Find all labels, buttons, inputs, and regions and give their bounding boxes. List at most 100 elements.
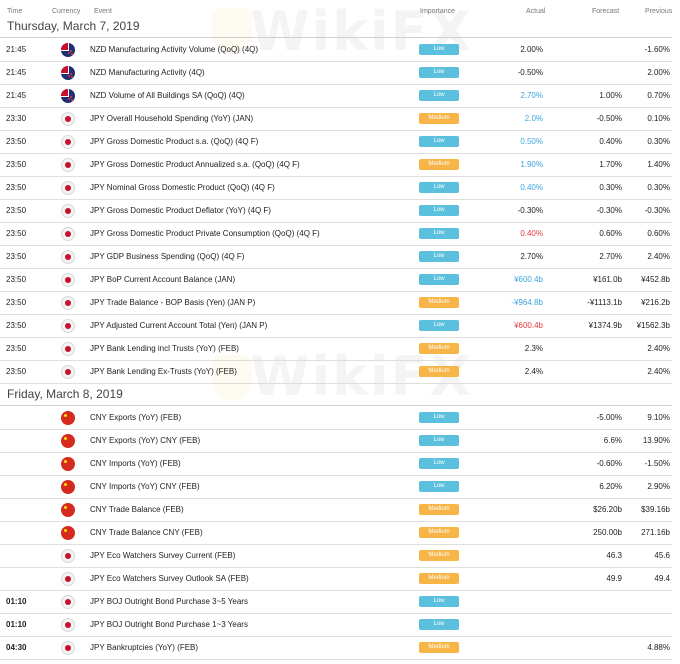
event-name[interactable]: NZD Manufacturing Activity Volume (QoQ) … [90, 45, 259, 54]
japan-flag-icon [61, 112, 75, 126]
importance-badge: Medium [419, 366, 459, 377]
col-header-currency[interactable]: Currency [52, 8, 81, 15]
table-row[interactable]: CNY Exports (YoY) (FEB) Low -5.00% 9.10% [0, 407, 672, 430]
table-row[interactable]: 23:50 JPY Gross Domestic Product Annualiz… [0, 154, 672, 177]
event-name[interactable]: JPY BOJ Outright Bond Purchase 1~3 Years [90, 620, 248, 629]
new-zealand-flag-icon [61, 43, 75, 57]
forecast-value: -0.30% [596, 206, 622, 215]
event-name[interactable]: JPY Bank Lending Ex-Trusts (YoY) (FEB) [90, 367, 237, 376]
event-time: 21:45 [6, 68, 27, 77]
importance-badge: Medium [419, 642, 459, 653]
previous-value: 45.6 [654, 551, 670, 560]
forecast-value: ¥161.0b [593, 275, 622, 284]
japan-flag-icon [61, 227, 75, 241]
col-header-event[interactable]: Event [94, 8, 112, 15]
event-name[interactable]: JPY Nominal Gross Domestic Product (QoQ)… [90, 183, 275, 192]
previous-value: 0.30% [647, 183, 670, 192]
importance-badge: Low [419, 90, 459, 101]
event-name[interactable]: JPY Gross Domestic Product Annualized s.… [90, 160, 300, 169]
forecast-value: 0.40% [599, 137, 622, 146]
importance-badge: Low [419, 274, 459, 285]
table-row[interactable]: CNY Trade Balance (FEB) Medium $26.20b $39.… [0, 499, 672, 522]
table-row[interactable]: 04:30 JPY Bankruptcies (YoY) (FEB) Medium 4… [0, 637, 672, 660]
table-row[interactable]: 23:50 JPY Gross Domestic Product s.a. (Qo… [0, 131, 672, 154]
table-row[interactable]: 21:45 NZD Manufacturing Activity Volume (… [0, 39, 672, 62]
table-row[interactable]: 23:50 JPY Trade Balance - BOP Basis (Yen)… [0, 292, 672, 315]
table-row[interactable]: 01:10 JPY BOJ Outright Bond Purchase 1~3 … [0, 614, 672, 637]
event-name[interactable]: JPY Eco Watchers Survey Outlook SA (FEB) [90, 574, 249, 583]
previous-value: 0.60% [647, 229, 670, 238]
event-name[interactable]: JPY Gross Domestic Product Private Consu… [90, 229, 320, 238]
event-time: 23:50 [6, 298, 27, 307]
table-row[interactable]: JPY Eco Watchers Survey Current (FEB) Med… [0, 545, 672, 568]
event-name[interactable]: CNY Trade Balance CNY (FEB) [90, 528, 203, 537]
previous-value: 2.90% [647, 482, 670, 491]
table-row[interactable]: 21:45 NZD Volume of All Buildings SA (QoQ… [0, 85, 672, 108]
forecast-value: 250.00b [593, 528, 622, 537]
table-row[interactable]: CNY Trade Balance CNY (FEB) Medium 250.00b… [0, 522, 672, 545]
table-row[interactable]: 23:50 JPY Adjusted Current Account Total … [0, 315, 672, 338]
event-name[interactable]: JPY Eco Watchers Survey Current (FEB) [90, 551, 236, 560]
day-title: Thursday, March 7, 2019 [7, 19, 140, 33]
japan-flag-icon [61, 342, 75, 356]
event-name[interactable]: JPY BOJ Outright Bond Purchase 3~5 Years [90, 597, 248, 606]
table-row[interactable]: 23:50 JPY GDP Business Spending (QoQ) (4Q… [0, 246, 672, 269]
event-name[interactable]: NZD Manufacturing Activity (4Q) [90, 68, 205, 77]
col-header-time[interactable]: Time [7, 8, 23, 15]
table-row[interactable]: CNY Imports (YoY) CNY (FEB) Low 6.20% 2.90% [0, 476, 672, 499]
table-row[interactable]: 21:45 NZD Manufacturing Activity (4Q) Low -… [0, 62, 672, 85]
table-row[interactable]: 23:30 JPY Overall Household Spending (YoY… [0, 108, 672, 131]
col-header-importance[interactable]: Importance [420, 8, 456, 15]
event-time: 23:50 [6, 183, 27, 192]
japan-flag-icon [61, 319, 75, 333]
event-name[interactable]: CNY Exports (YoY) (FEB) [90, 413, 182, 422]
china-flag-icon [61, 503, 75, 517]
event-name[interactable]: CNY Trade Balance (FEB) [90, 505, 184, 514]
event-name[interactable]: JPY Adjusted Current Account Total (Yen)… [90, 321, 268, 330]
japan-flag-icon [61, 365, 75, 379]
event-time: 01:10 [6, 597, 27, 606]
event-name[interactable]: JPY Overall Household Spending (YoY) (JA… [90, 114, 254, 123]
previous-value: 9.10% [647, 413, 670, 422]
table-row[interactable]: CNY Exports (YoY) CNY (FEB) Low 6.6% 13.90% [0, 430, 672, 453]
table-row[interactable]: 23:50 JPY Gross Domestic Product Deflator… [0, 200, 672, 223]
event-name[interactable]: JPY Bankruptcies (YoY) (FEB) [90, 643, 199, 652]
forecast-value: -¥1113.1b [587, 298, 622, 307]
table-row[interactable]: 23:50 JPY Nominal Gross Domestic Product … [0, 177, 672, 200]
col-header-actual[interactable]: Actual [526, 8, 546, 15]
col-header-previous[interactable]: Previous [645, 8, 673, 15]
event-name[interactable]: CNY Exports (YoY) CNY (FEB) [90, 436, 201, 445]
event-name[interactable]: CNY Imports (YoY) (FEB) [90, 459, 181, 468]
day-title: Friday, March 8, 2019 [7, 387, 123, 401]
actual-value: 0.50% [520, 137, 543, 146]
japan-flag-icon [61, 618, 75, 632]
china-flag-icon [61, 526, 75, 540]
event-name[interactable]: JPY Gross Domestic Product s.a. (QoQ) (4… [90, 137, 259, 146]
event-time: 23:30 [6, 114, 27, 123]
japan-flag-icon [61, 181, 75, 195]
table-row[interactable]: 23:50 JPY Gross Domestic Product Private … [0, 223, 672, 246]
table-row[interactable]: 23:50 JPY BoP Current Account Balance (JA… [0, 269, 672, 292]
table-row[interactable]: 23:50 JPY Bank Lending incl Trusts (YoY) … [0, 338, 672, 361]
importance-badge: Low [419, 228, 459, 239]
event-name[interactable]: JPY Bank Lending incl Trusts (YoY) (FEB) [90, 344, 239, 353]
importance-badge: Low [419, 320, 459, 331]
importance-badge: Medium [419, 573, 459, 584]
event-name[interactable]: JPY GDP Business Spending (QoQ) (4Q F) [90, 252, 245, 261]
previous-value: 49.4 [654, 574, 670, 583]
event-name[interactable]: CNY Imports (YoY) CNY (FEB) [90, 482, 200, 491]
table-row[interactable]: JPY Eco Watchers Survey Outlook SA (FEB)… [0, 568, 672, 591]
table-row[interactable]: 01:10 JPY BOJ Outright Bond Purchase 3~5 … [0, 591, 672, 614]
new-zealand-flag-icon [61, 66, 75, 80]
actual-value: 1.90% [520, 160, 543, 169]
event-name[interactable]: NZD Volume of All Buildings SA (QoQ) (4Q… [90, 91, 245, 100]
table-row[interactable]: 23:50 JPY Bank Lending Ex-Trusts (YoY) (F… [0, 361, 672, 384]
event-name[interactable]: JPY BoP Current Account Balance (JAN) [90, 275, 236, 284]
china-flag-icon [61, 434, 75, 448]
col-header-forecast[interactable]: Forecast [592, 8, 620, 15]
previous-value: $39.16b [641, 505, 670, 514]
table-row[interactable]: CNY Imports (YoY) (FEB) Low -0.60% -1.50% [0, 453, 672, 476]
importance-badge: Medium [419, 297, 459, 308]
event-name[interactable]: JPY Trade Balance - BOP Basis (Yen) (JAN… [90, 298, 256, 307]
event-name[interactable]: JPY Gross Domestic Product Deflator (YoY… [90, 206, 271, 215]
